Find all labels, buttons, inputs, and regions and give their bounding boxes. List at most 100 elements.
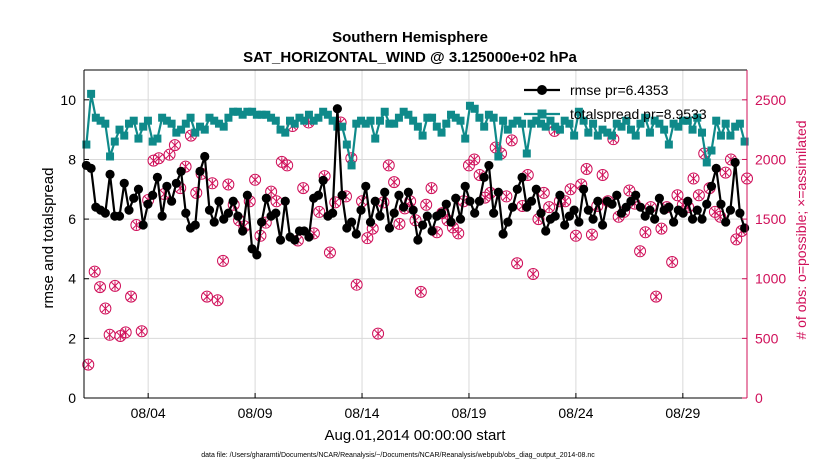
y2-axis-label: # of obs: o=possible; ×=assimilated xyxy=(793,120,809,339)
rmse-point xyxy=(280,196,290,206)
totalspread-point xyxy=(143,116,152,125)
obs-assimilated-point xyxy=(96,282,104,292)
rmse-point xyxy=(631,190,641,200)
rmse-point xyxy=(133,184,144,194)
rmse-point xyxy=(664,202,674,212)
obs-assimilated-point xyxy=(539,188,548,198)
rmse-point xyxy=(427,226,437,236)
rmse-point xyxy=(574,217,584,227)
y2-tick-label: 2000 xyxy=(755,151,786,167)
rmse-point xyxy=(517,172,527,182)
x-axis-label: Aug.01,2014 00:00:00 start xyxy=(325,427,507,444)
obs-assimilated-point xyxy=(422,200,431,210)
totalspread-point xyxy=(148,137,157,146)
totalspread-point xyxy=(475,113,484,122)
totalspread-point xyxy=(598,125,607,134)
totalspread-point xyxy=(456,116,465,125)
x-tick-label: 08/04 xyxy=(131,405,166,421)
totalspread-point xyxy=(593,131,602,140)
y-tick-label: 4 xyxy=(68,271,76,287)
totalspread-point xyxy=(499,116,508,125)
rmse-point xyxy=(730,157,740,168)
rmse-point xyxy=(668,217,679,227)
rmse-point xyxy=(313,190,324,200)
obs-assimilated-point xyxy=(673,190,682,200)
obs-possible-point xyxy=(692,189,705,202)
rmse-point xyxy=(190,220,200,230)
obs-possible-point xyxy=(719,166,732,179)
obs-assimilated-point xyxy=(101,303,110,314)
rmse-point xyxy=(536,208,546,218)
obs-possible-point xyxy=(687,172,700,185)
totalspread-point xyxy=(267,113,276,122)
obs-possible-point xyxy=(329,196,342,209)
rmse-point xyxy=(635,202,646,212)
totalspread-point xyxy=(110,137,119,146)
totalspread-point xyxy=(390,119,399,128)
totalspread-point xyxy=(205,113,214,122)
obs-assimilated-point xyxy=(111,281,119,291)
rmse-point xyxy=(328,208,338,218)
rmse-point xyxy=(460,181,470,191)
x-tick-label: 08/24 xyxy=(558,405,593,421)
totalspread-point xyxy=(87,89,96,98)
y-tick-label: 6 xyxy=(68,211,76,227)
obs-assimilated-point xyxy=(694,190,703,200)
legend-rmse-label: rmse pr=6.4353 xyxy=(570,82,669,98)
totalspread-point xyxy=(527,119,536,128)
obs-possible-point xyxy=(163,148,176,161)
obs-assimilated-point xyxy=(721,167,730,178)
obs-assimilated-point xyxy=(299,183,308,193)
obs-possible-point xyxy=(125,290,138,303)
obs-possible-point xyxy=(623,184,636,197)
totalspread-point xyxy=(191,128,200,137)
totalspread-point xyxy=(366,116,375,125)
rmse-point xyxy=(650,214,660,224)
obs-possible-point xyxy=(211,294,224,307)
totalspread-point xyxy=(735,119,744,128)
rmse-point xyxy=(403,187,413,197)
rmse-point xyxy=(593,196,603,206)
rmse-point xyxy=(470,208,480,218)
obs-possible-point xyxy=(190,186,203,199)
obs-possible-point xyxy=(152,152,165,165)
totalspread-point xyxy=(172,128,181,137)
obs-assimilated-point xyxy=(582,164,591,174)
rmse-point xyxy=(181,208,191,218)
rmse-point xyxy=(138,220,148,230)
totalspread-point xyxy=(418,131,427,140)
totalspread-point xyxy=(248,107,257,116)
rmse-point xyxy=(346,217,357,227)
totalspread-point xyxy=(380,107,389,116)
totalspread-point xyxy=(167,119,176,128)
totalspread-point xyxy=(158,113,167,122)
totalspread-point xyxy=(617,122,626,131)
totalspread-point xyxy=(319,107,328,116)
totalspread-point xyxy=(394,113,403,122)
obs-assimilated-point xyxy=(90,266,99,277)
rmse-point xyxy=(446,217,456,227)
rmse-point xyxy=(451,193,461,203)
chart-subtitle: SAT_HORIZONTAL_WIND @ 3.125000e+02 hPa xyxy=(243,49,577,66)
obs-possible-point xyxy=(382,159,395,172)
obs-possible-point xyxy=(527,267,540,280)
obs-possible-point xyxy=(650,290,663,303)
rmse-point xyxy=(86,163,96,173)
rmse-point xyxy=(560,220,570,230)
obs-assimilated-point xyxy=(641,227,650,237)
obs-assimilated-point xyxy=(154,153,163,163)
rmse-point xyxy=(119,178,129,188)
totalspread-point xyxy=(323,110,332,119)
obs-assimilated-point xyxy=(267,187,276,197)
totalspread-point xyxy=(134,134,143,143)
totalspread-point xyxy=(309,116,318,125)
obs-assimilated-point xyxy=(416,287,425,297)
totalspread-point xyxy=(361,119,370,128)
rmse-point xyxy=(612,190,622,200)
rmse-point xyxy=(706,181,717,191)
rmse-point xyxy=(588,214,598,224)
totalspread-point xyxy=(570,131,579,140)
rmse-point xyxy=(152,172,163,182)
totalspread-point xyxy=(503,125,512,134)
totalspread-point xyxy=(532,116,541,125)
